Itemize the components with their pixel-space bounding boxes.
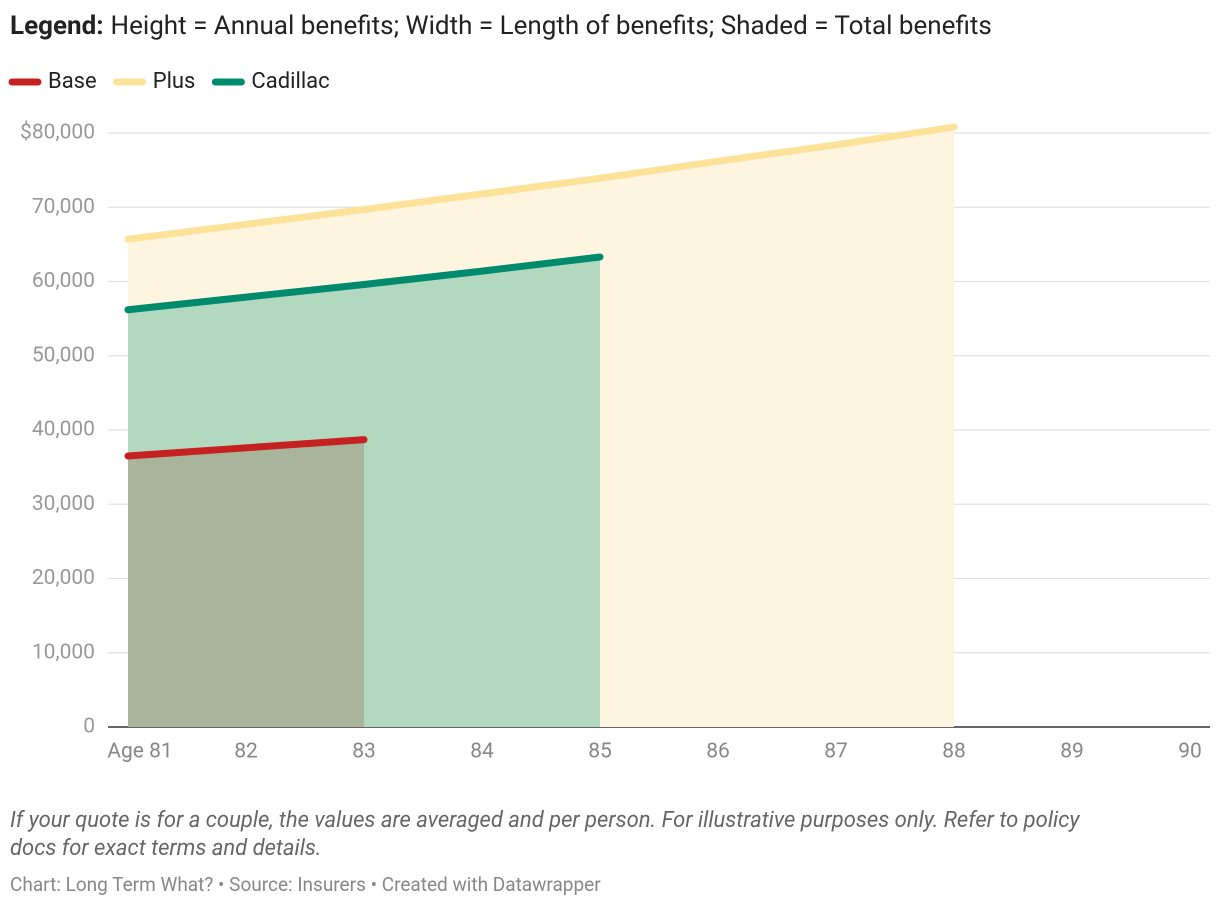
plot: 0 10,000 20,000 30,000 40,000 50,000 60,000 70,… <box>20 121 1210 764</box>
legend-label: Base <box>48 69 97 94</box>
x-tick-label: 85 <box>588 740 612 764</box>
x-tick-label: 88 <box>942 740 966 764</box>
y-tick-label: 60,000 <box>32 269 95 293</box>
line <box>124 436 368 460</box>
x-tick-label: 84 <box>470 740 494 764</box>
legend: Base Plus Cadillac <box>8 69 330 94</box>
x-tick-label: 87 <box>824 740 848 764</box>
x-tick-label: 90 <box>1178 740 1202 764</box>
y-tick-label: 20,000 <box>32 566 95 590</box>
y-tick-label: 30,000 <box>32 492 95 516</box>
line <box>124 123 958 243</box>
x-tick-label: 83 <box>352 740 376 764</box>
legend-label: Plus <box>153 69 196 94</box>
y-tick-label: 10,000 <box>32 640 95 664</box>
legend-text: Height = Annual benefits; Width = Length… <box>111 11 992 41</box>
area <box>128 439 364 727</box>
note: docs for exact terms and details. <box>10 836 322 861</box>
line <box>124 253 604 314</box>
y-tick-label: 40,000 <box>32 418 95 442</box>
y-tick-label: 70,000 <box>32 195 95 219</box>
y-tick-label: $80,000 <box>20 121 95 145</box>
x-tick-label: Age 81 <box>107 740 172 764</box>
legend-title: Legend: <box>10 11 104 41</box>
y-tick-label: 0 <box>83 715 95 739</box>
legend-label: Cadillac <box>251 69 329 94</box>
y-tick-label: 50,000 <box>32 343 95 367</box>
x-tick-label: 82 <box>234 740 258 764</box>
x-tick-label: 89 <box>1060 740 1084 764</box>
source: Chart: Long Term What? • Source: Insurer… <box>10 873 601 896</box>
legend-header: Legend: Height = Annual benefits; Width =… <box>10 11 992 41</box>
x-tick-label: 86 <box>706 740 730 764</box>
note: If your quote is for a couple, the value… <box>10 808 1080 833</box>
